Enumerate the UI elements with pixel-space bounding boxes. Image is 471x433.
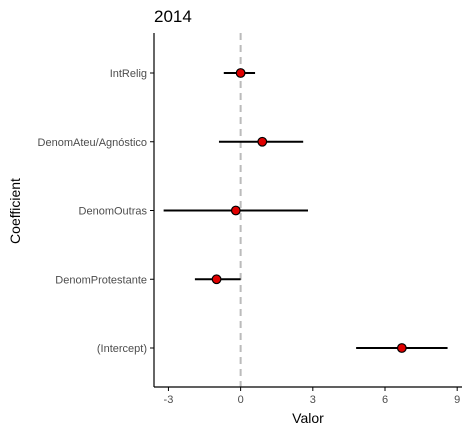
estimate-point — [235, 68, 246, 78]
x-tick-label: 9 — [454, 394, 460, 406]
x-tick-label: 3 — [310, 394, 316, 406]
x-tick-label: 0 — [238, 394, 244, 406]
y-tick-label: IntRelig — [110, 68, 147, 80]
plot-area: -3 0 3 6 9 IntRelig DenomAteu/Agnóstico DenomOu… — [38, 33, 462, 406]
y-axis-title: Coefficient — [7, 178, 23, 244]
x-tick-label: 6 — [382, 394, 388, 406]
estimate-point — [211, 274, 222, 285]
y-tick-label: DenomOutras — [79, 206, 148, 218]
y-tick-label: DenomProtestante — [55, 274, 147, 286]
x-axis-title: Valor — [292, 410, 324, 426]
chart-title: 2014 — [154, 7, 192, 26]
y-tick-label: DenomAteu/Agnóstico — [38, 137, 147, 149]
y-tick-label: (Intercept) — [97, 343, 147, 355]
estimate-point — [257, 136, 268, 147]
x-tick-label: -3 — [164, 394, 174, 406]
estimate-point — [230, 205, 241, 216]
estimate-point — [396, 343, 407, 353]
